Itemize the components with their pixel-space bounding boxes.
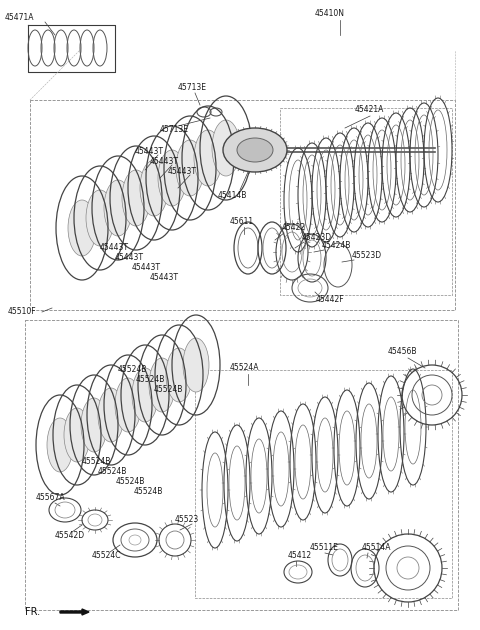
Text: 45514A: 45514A: [362, 544, 392, 553]
Text: 45524A: 45524A: [230, 364, 260, 372]
Text: 45443T: 45443T: [115, 253, 144, 263]
Text: 45410N: 45410N: [315, 9, 345, 18]
Text: 45422: 45422: [282, 224, 306, 232]
Ellipse shape: [81, 398, 107, 452]
Text: 45523D: 45523D: [352, 251, 382, 260]
Ellipse shape: [149, 358, 175, 412]
Ellipse shape: [86, 190, 114, 246]
Ellipse shape: [158, 150, 186, 206]
Ellipse shape: [47, 418, 73, 472]
Text: 45442F: 45442F: [316, 295, 345, 304]
Ellipse shape: [237, 138, 273, 162]
Ellipse shape: [166, 348, 192, 402]
Text: 45524B: 45524B: [134, 488, 163, 496]
Ellipse shape: [223, 128, 287, 172]
Ellipse shape: [140, 160, 168, 216]
Ellipse shape: [68, 200, 96, 256]
Text: 45424B: 45424B: [322, 241, 351, 249]
Text: 45443T: 45443T: [135, 147, 164, 156]
Ellipse shape: [212, 120, 240, 176]
Ellipse shape: [183, 338, 209, 392]
Text: 45412: 45412: [288, 551, 312, 561]
Text: 45511E: 45511E: [310, 544, 339, 553]
Text: 45443T: 45443T: [150, 273, 179, 282]
Text: 45524B: 45524B: [82, 457, 111, 466]
Text: 45542D: 45542D: [55, 530, 85, 539]
Text: 45524B: 45524B: [116, 478, 145, 486]
Text: 45443T: 45443T: [100, 244, 129, 253]
Ellipse shape: [104, 180, 132, 236]
Text: 45524B: 45524B: [136, 375, 166, 384]
Text: 45443T: 45443T: [132, 263, 161, 273]
Text: 45524B: 45524B: [118, 365, 147, 374]
Text: 45567A: 45567A: [36, 493, 66, 503]
Text: FR.: FR.: [25, 607, 40, 617]
Text: 45713E: 45713E: [178, 84, 207, 93]
Text: 45423D: 45423D: [302, 232, 332, 241]
Ellipse shape: [98, 388, 124, 442]
Ellipse shape: [64, 408, 90, 462]
Text: 45524B: 45524B: [98, 467, 127, 476]
Ellipse shape: [115, 378, 141, 432]
Text: 45471A: 45471A: [5, 13, 35, 23]
Ellipse shape: [122, 170, 150, 226]
Text: 45523: 45523: [175, 515, 199, 525]
Text: 45611: 45611: [230, 217, 254, 227]
FancyArrow shape: [60, 609, 89, 615]
Text: 45456B: 45456B: [388, 348, 418, 357]
Ellipse shape: [132, 368, 158, 422]
Ellipse shape: [194, 130, 222, 186]
Text: 45524C: 45524C: [92, 551, 121, 559]
Text: 45510F: 45510F: [8, 307, 36, 316]
Text: 45414B: 45414B: [218, 190, 247, 200]
Text: 45421A: 45421A: [355, 105, 384, 115]
Text: 45524B: 45524B: [154, 386, 183, 394]
Text: 45443T: 45443T: [168, 168, 197, 176]
Ellipse shape: [176, 140, 204, 196]
Text: 45713E: 45713E: [160, 125, 189, 134]
Text: 45443T: 45443T: [150, 158, 179, 166]
